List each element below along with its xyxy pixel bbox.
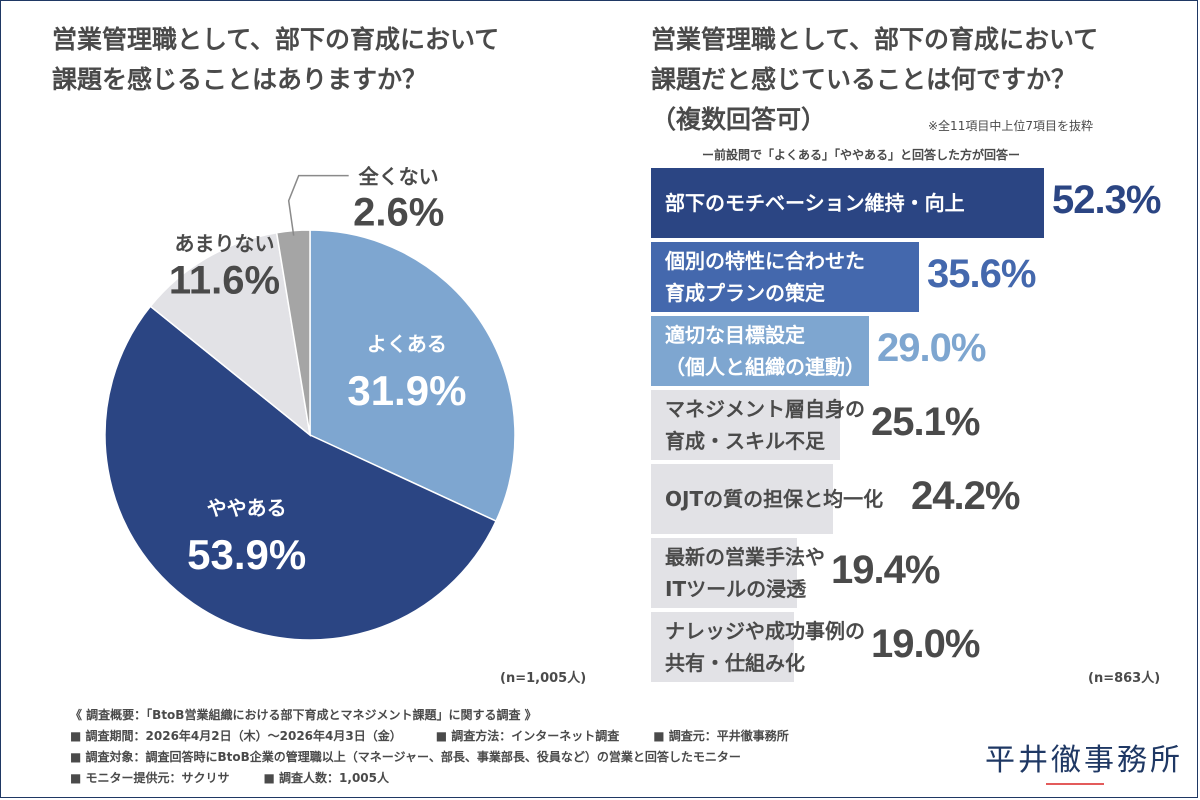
bar-label-5-line-1: OJTの質の担保と均一化 [665,487,884,511]
pie-label-rarely: あまりない [174,231,274,255]
bar-label-7: ナレッジや成功事例の 共有・仕組み化 [665,615,865,679]
bar-7 [651,612,794,682]
bar-value-5: 24.2% [911,474,1020,518]
pie-slice-often [309,229,516,523]
pie-label-never: 全くない [358,165,439,189]
survey-period: ■ 調査期間：2026年4月2日（木）～2026年4月3日（金） [70,729,402,743]
survey-method: ■ 調査方法：インターネット調査 [435,729,620,743]
survey-heading: 《 調査概要：「BtoB営業組織における部下育成とマネジメント課題」に関する調査… [70,708,537,722]
bar-label-4-line-1: マネジメント層自身の [665,397,865,421]
pie-value-somewhat: 53.9% [187,531,306,578]
survey-source: ■ 調査元：平井徹事務所 [653,729,789,743]
logo-underline [1046,783,1104,785]
pie-label-somewhat: ややある [207,496,287,520]
bar-label-1-line-1: 部下のモチベーション維持・向上 [665,191,965,215]
bar-value-4: 25.1% [871,400,980,444]
company-logo: 平井徹事務所 [985,743,1183,778]
survey-target: ■ 調査対象：調査回答時にBtoB企業の管理職以上（マネージャー、部長、事業部長… [70,750,741,764]
pie-chart-title: 営業管理職として、部下の育成において 課題を感じることはありますか？ [52,20,499,100]
pie-slices [104,229,516,641]
bar-label-3-line-2: （個人と組織の連動） [665,355,865,379]
bar-6 [651,538,797,608]
bar-label-6-line-2: ITツールの浸透 [665,577,807,601]
bar-label-3: 適切な目標設定 （個人と組織の連動） [665,319,865,383]
bar-chart-note: ※全11項目中上位7項目を抜粋 [928,119,1093,133]
bar-chart-subnote: ー前設問で「よくある」「ややある」と回答した方が回答ー [702,148,1021,162]
bar-1 [651,168,1044,238]
bar-label-5: OJTの質の担保と均一化 [665,483,883,515]
pie-title-line-1: 営業管理職として、部下の育成において [52,25,500,54]
pie-value-rarely: 11.6% [169,258,280,302]
bar-label-2: 個別の特性に合わせた 育成プランの策定 [665,245,865,309]
bar-title-line-3: （複数回答可） [651,105,827,134]
pie-slice-rarely [149,231,312,437]
bar-label-1: 部下のモチベーション維持・向上 [665,187,965,219]
bar-2 [651,242,919,312]
bar-value-2: 35.6% [927,252,1036,296]
bar-value-3: 29.0% [877,326,986,370]
bar-value-7: 19.0% [871,622,980,666]
bar-3 [651,316,869,386]
pie-slice-somewhat [104,305,498,641]
pie-value-never: 2.6% [353,191,444,235]
bar-sample-size: (n=863人) [1088,671,1161,686]
bar-title-line-2: 課題だと感じていることは何ですか？ [651,65,1077,94]
bar-label-2-line-1: 個別の特性に合わせた [665,249,865,273]
pie-value-often: 31.9% [347,367,466,414]
survey-count: ■ 調査人数：1,005人 [263,771,390,785]
bar-5 [651,464,833,534]
survey-overview: 《 調査概要：「BtoB営業組織における部下育成とマネジメント課題」に関する調査… [70,705,789,789]
bar-chart-title: 営業管理職として、部下の育成において 課題だと感じていることは何ですか？ （複数… [651,20,1098,140]
bar-label-2-line-2: 育成プランの策定 [665,281,825,305]
bar-4 [651,390,840,460]
bar-value-6: 19.4% [831,548,940,592]
bar-label-6-line-1: 最新の営業手法や [665,545,825,569]
survey-provider: ■ モニター提供元：サクリサ [70,771,230,785]
bar-label-4: マネジメント層自身の 育成・スキル不足 [665,393,865,457]
survey-row-3: ■ モニター提供元：サクリサ ■ 調査人数：1,005人 [70,768,789,789]
bar-title-line-1: 営業管理職として、部下の育成において [651,25,1099,54]
bar-label-7-line-1: ナレッジや成功事例の [665,619,865,643]
pie-leader-line [287,174,349,236]
bar-label-6: 最新の営業手法や ITツールの浸透 [665,541,825,605]
bar-label-7-line-2: 共有・仕組み化 [665,651,805,675]
bar-label-4-line-2: 育成・スキル不足 [665,429,825,453]
bar-value-1: 52.3% [1052,178,1161,222]
pie-sample-size: (n=1,005人) [500,671,587,686]
pie-title-line-2: 課題を感じることはありますか？ [52,65,428,94]
survey-row-1: ■ 調査期間：2026年4月2日（木）～2026年4月3日（金） ■ 調査方法：イ… [70,726,789,747]
pie-label-often: よくある [367,332,447,356]
bar-label-3-line-1: 適切な目標設定 [665,323,805,347]
